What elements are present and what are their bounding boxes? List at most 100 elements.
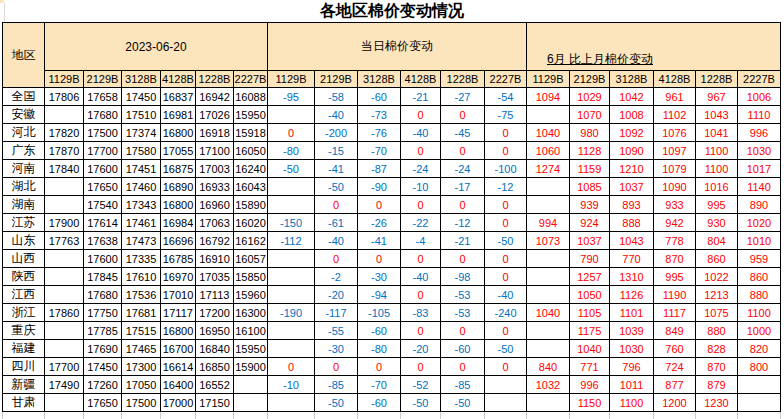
monthly-change-cell[interactable]: 1006 — [738, 88, 781, 106]
monthly-change-cell[interactable]: 1010 — [738, 232, 781, 250]
grade-column-header[interactable]: 1228B — [196, 71, 234, 88]
monthly-change-cell[interactable] — [527, 394, 570, 412]
monthly-change-cell[interactable] — [527, 106, 570, 124]
price-cell[interactable]: 17461 — [122, 214, 161, 232]
monthly-change-cell[interactable]: 959 — [738, 250, 781, 268]
monthly-change-cell[interactable]: 1011 — [610, 376, 654, 394]
price-cell[interactable]: 17510 — [122, 106, 161, 124]
price-cell[interactable]: 17658 — [84, 88, 122, 106]
price-cell[interactable]: 17335 — [122, 250, 161, 268]
monthly-change-cell[interactable] — [527, 322, 570, 340]
price-cell[interactable]: 17536 — [122, 286, 161, 304]
price-cell[interactable]: 16162 — [234, 232, 268, 250]
monthly-change-cell[interactable]: 1000 — [738, 322, 781, 340]
daily-change-cell[interactable]: -26 — [358, 214, 401, 232]
daily-change-cell[interactable] — [485, 394, 527, 412]
region-cell[interactable]: 甘肃 — [3, 394, 45, 412]
price-cell[interactable]: 17026 — [196, 106, 234, 124]
region-cell[interactable]: 湖南 — [3, 196, 45, 214]
monthly-change-cell[interactable]: 1020 — [738, 214, 781, 232]
price-cell[interactable]: 16840 — [196, 340, 234, 358]
price-cell[interactable]: 17614 — [84, 214, 122, 232]
price-cell[interactable]: 17500 — [84, 124, 122, 142]
price-cell[interactable]: 17806 — [45, 88, 84, 106]
price-cell[interactable]: 16700 — [161, 340, 196, 358]
daily-change-cell[interactable]: -10 — [268, 376, 315, 394]
price-cell[interactable]: 17343 — [122, 196, 161, 214]
monthly-change-cell[interactable]: 1102 — [654, 106, 696, 124]
daily-change-cell[interactable]: 0 — [401, 106, 441, 124]
price-cell[interactable]: 15950 — [234, 106, 268, 124]
monthly-change-cell[interactable]: 1060 — [527, 142, 570, 160]
monthly-change-cell[interactable]: 1210 — [610, 160, 654, 178]
monthly-change-cell[interactable]: 1150 — [570, 394, 610, 412]
daily-change-cell[interactable]: -240 — [485, 304, 527, 322]
daily-change-cell[interactable]: -117 — [315, 304, 358, 322]
monthly-change-cell[interactable]: 1100 — [696, 160, 738, 178]
price-cell[interactable]: 17451 — [122, 160, 161, 178]
monthly-change-cell[interactable]: 790 — [570, 250, 610, 268]
price-cell[interactable]: 16890 — [161, 178, 196, 196]
daily-change-cell[interactable]: 0 — [485, 250, 527, 268]
grade-column-header[interactable]: 1129B — [268, 71, 315, 88]
price-cell[interactable]: 16800 — [161, 196, 196, 214]
daily-change-cell[interactable]: 0 — [485, 268, 527, 286]
price-cell[interactable]: 17035 — [196, 268, 234, 286]
monthly-change-cell[interactable]: 870 — [696, 358, 738, 376]
monthly-change-cell[interactable]: 1029 — [570, 88, 610, 106]
monthly-change-cell[interactable]: 1070 — [570, 106, 610, 124]
price-cell[interactable]: 16800 — [161, 322, 196, 340]
daily-change-cell[interactable]: 0 — [485, 124, 527, 142]
grade-column-header[interactable]: 3128B — [358, 71, 401, 88]
price-cell[interactable]: 17840 — [45, 160, 84, 178]
monthly-change-cell[interactable]: 828 — [696, 340, 738, 358]
price-cell[interactable]: 16918 — [196, 124, 234, 142]
monthly-change-cell[interactable]: 820 — [738, 340, 781, 358]
monthly-change-cell[interactable]: 1200 — [654, 394, 696, 412]
monthly-change-cell[interactable]: 1140 — [738, 178, 781, 196]
daily-change-cell[interactable]: -61 — [315, 214, 358, 232]
price-cell[interactable]: 16910 — [196, 250, 234, 268]
daily-change-cell[interactable]: -12 — [441, 214, 485, 232]
price-cell[interactable]: 16240 — [234, 160, 268, 178]
grade-column-header[interactable]: 3128B — [610, 71, 654, 88]
price-cell[interactable]: 17785 — [84, 322, 122, 340]
monthly-change-cell[interactable]: 1126 — [610, 286, 654, 304]
region-cell[interactable]: 山西 — [3, 250, 45, 268]
price-cell[interactable] — [45, 106, 84, 124]
daily-change-cell[interactable]: 0 — [485, 322, 527, 340]
daily-change-cell[interactable]: -54 — [485, 88, 527, 106]
monthly-change-cell[interactable] — [527, 268, 570, 286]
price-cell[interactable]: 16043 — [234, 178, 268, 196]
price-cell[interactable]: 17500 — [122, 394, 161, 412]
price-cell[interactable]: 17000 — [161, 394, 196, 412]
price-cell[interactable]: 16875 — [161, 160, 196, 178]
region-cell[interactable]: 福建 — [3, 340, 45, 358]
monthly-change-cell[interactable]: 1101 — [610, 304, 654, 322]
price-cell[interactable]: 16960 — [196, 196, 234, 214]
grade-column-header[interactable]: 2129B — [315, 71, 358, 88]
price-cell[interactable]: 17055 — [161, 142, 196, 160]
monthly-change-cell[interactable]: 1117 — [654, 304, 696, 322]
monthly-change-cell[interactable]: 1073 — [527, 232, 570, 250]
monthly-change-cell[interactable]: 1075 — [696, 304, 738, 322]
daily-change-cell[interactable]: -12 — [485, 178, 527, 196]
daily-change-cell[interactable]: -50 — [401, 394, 441, 412]
price-cell[interactable]: 16785 — [161, 250, 196, 268]
daily-change-cell[interactable]: -22 — [401, 214, 441, 232]
daily-change-cell[interactable]: -94 — [358, 286, 401, 304]
daily-change-cell[interactable]: -50 — [315, 178, 358, 196]
price-cell[interactable] — [45, 394, 84, 412]
grade-column-header[interactable]: 3128B — [122, 71, 161, 88]
monthly-change-cell[interactable] — [527, 178, 570, 196]
monthly-change-cell[interactable]: 1159 — [570, 160, 610, 178]
daily-change-cell[interactable]: 0 — [358, 358, 401, 376]
price-cell[interactable]: 15850 — [234, 268, 268, 286]
monthly-change-cell[interactable] — [527, 196, 570, 214]
daily-change-cell[interactable]: -21 — [401, 88, 441, 106]
monthly-change-cell[interactable]: 996 — [738, 124, 781, 142]
price-cell[interactable]: 17100 — [196, 142, 234, 160]
region-column-header[interactable]: 地区 — [3, 23, 45, 88]
price-cell[interactable]: 16100 — [234, 322, 268, 340]
daily-change-cell[interactable]: -105 — [358, 304, 401, 322]
